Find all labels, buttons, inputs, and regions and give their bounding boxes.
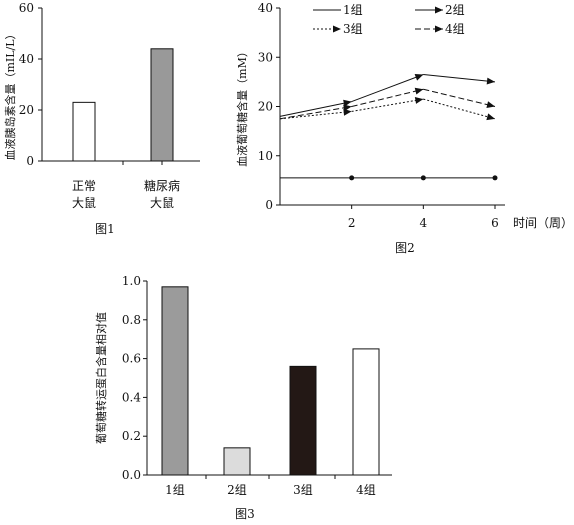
fig3-y-tick-label: 0.4 bbox=[122, 390, 141, 404]
fig1-category-label: 大鼠 bbox=[72, 196, 96, 210]
fig2-x-tick-label: 6 bbox=[491, 216, 499, 230]
fig2-arrow-head bbox=[486, 77, 495, 85]
fig2-series-line bbox=[279, 106, 352, 120]
fig3-y-tick-label: 0.8 bbox=[122, 313, 141, 327]
fig1-y-axis-label: 血液胰岛素含量（mIL/L） bbox=[3, 28, 17, 160]
fig2-y-axis-label: 血液葡萄糖含量（mM） bbox=[235, 46, 249, 167]
fig2-data-point bbox=[492, 175, 498, 181]
fig2-arrow-head bbox=[414, 97, 424, 104]
fig2-legend-label: 1组 bbox=[343, 3, 363, 17]
fig2-x-tick-label: 4 bbox=[420, 216, 428, 230]
fig3-bar bbox=[161, 286, 189, 476]
fig2-y-tick-label: 40 bbox=[258, 1, 273, 15]
fig2-legend-arrow bbox=[435, 25, 443, 33]
fig2-legend-label: 2组 bbox=[445, 3, 465, 17]
fig2-legend-arrow bbox=[435, 6, 443, 14]
fig1-y-tick-label: 20 bbox=[19, 103, 34, 117]
fig2-arrow-head bbox=[414, 87, 424, 95]
fig3-category-label: 2组 bbox=[227, 483, 247, 497]
fig3-y-tick-label: 1.0 bbox=[122, 274, 141, 288]
fig1-y-tick-label: 0 bbox=[26, 154, 34, 168]
fig3-bar bbox=[223, 447, 251, 476]
fig2-x-axis-label: 时间（周） bbox=[513, 216, 573, 230]
fig2-y-tick-label: 10 bbox=[258, 149, 273, 163]
fig2-series-line bbox=[423, 73, 496, 83]
fig3-caption: 图3 bbox=[235, 507, 255, 521]
fig2-arrow-head bbox=[414, 74, 424, 81]
fig3-bar bbox=[352, 348, 380, 476]
fig3-category-label: 4组 bbox=[356, 483, 376, 497]
fig2-y-tick-label: 30 bbox=[258, 50, 273, 64]
fig3-y-tick-label: 0.0 bbox=[122, 468, 141, 482]
fig3-y-tick-label: 0.6 bbox=[122, 352, 141, 366]
fig1-y-tick-label: 60 bbox=[19, 1, 34, 15]
fig1-y-tick-label: 40 bbox=[19, 52, 34, 66]
fig2-y-tick-label: 20 bbox=[258, 100, 273, 114]
fig1-category-label: 正常 bbox=[72, 179, 96, 193]
fig1-caption: 图1 bbox=[95, 222, 115, 236]
fig1-bar bbox=[150, 48, 174, 162]
fig2-series-line bbox=[351, 98, 424, 112]
fig3-category-label: 1组 bbox=[165, 483, 185, 497]
fig2-arrow-head bbox=[486, 113, 495, 121]
fig3-category-label: 3组 bbox=[293, 483, 313, 497]
fig2-series-line bbox=[423, 98, 496, 120]
fig2-legend-arrow bbox=[333, 25, 341, 33]
figure-2: 0 10 20 30 40 2 4 6 时间（周） 血液葡萄糖含量（mM） 图2 1组 2组 3组 4组 bbox=[235, 1, 573, 255]
fig1-bar bbox=[72, 101, 96, 162]
fig2-y-tick-label: 0 bbox=[265, 198, 273, 212]
fig2-arrow-head bbox=[343, 99, 352, 107]
fig2-arrow-head bbox=[343, 104, 352, 112]
fig2-legend-label: 3组 bbox=[343, 22, 363, 36]
fig3-y-axis-label: 葡萄糖转运蛋白含量相对值 bbox=[94, 312, 108, 444]
fig2-legend-label: 4组 bbox=[445, 22, 465, 36]
fig2-series-line bbox=[279, 110, 352, 120]
fig2-series-line bbox=[351, 74, 424, 103]
fig2-data-point bbox=[420, 175, 426, 181]
fig2-caption: 图2 bbox=[395, 241, 415, 255]
fig3-y-tick-label: 0.2 bbox=[122, 429, 141, 443]
fig2-data-point bbox=[349, 175, 355, 181]
fig3-bar bbox=[289, 365, 317, 476]
fig1-category-label: 糖尿病 bbox=[144, 178, 180, 193]
fig2-x-tick-label: 2 bbox=[348, 216, 356, 230]
fig2-series-line bbox=[423, 88, 496, 107]
fig2-series-line bbox=[351, 88, 424, 107]
fig1-category-label: 大鼠 bbox=[150, 196, 174, 210]
fig2-series-line bbox=[279, 101, 352, 117]
fig2-arrow-head bbox=[486, 101, 495, 109]
